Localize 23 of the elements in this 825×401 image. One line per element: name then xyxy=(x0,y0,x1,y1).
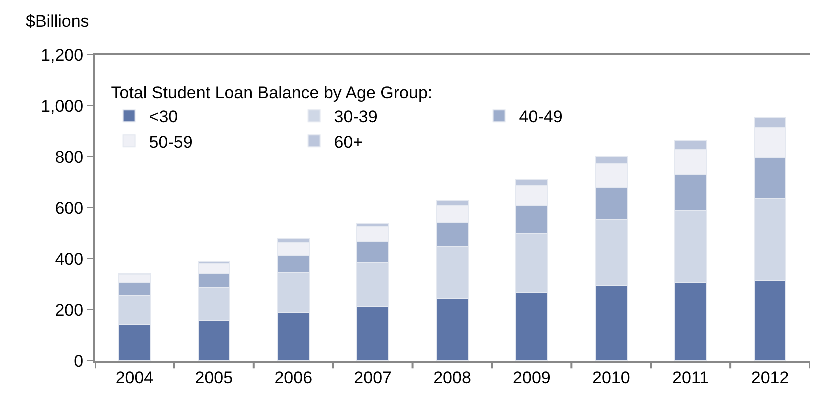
legend-label: 60+ xyxy=(334,132,364,152)
x-tick-label: 2005 xyxy=(195,368,234,388)
y-tick-label: 1,200 xyxy=(41,46,84,65)
x-tick-label: 2006 xyxy=(274,368,313,388)
legend-label: 30-39 xyxy=(334,108,378,127)
legend-label: <30 xyxy=(149,108,178,127)
y-tick-label: 800 xyxy=(55,148,84,167)
y-tick-label: 200 xyxy=(55,300,84,320)
y-tick-label: 1,000 xyxy=(41,96,84,116)
legend-label: 50-59 xyxy=(149,132,193,152)
x-tick-label: 2011 xyxy=(672,368,710,388)
x-tick-label: 2012 xyxy=(751,368,790,388)
x-tick-label: 2008 xyxy=(434,368,472,388)
x-tick-label: 2009 xyxy=(513,368,551,388)
x-tick-label: 2010 xyxy=(592,368,630,388)
legend-label: 40-49 xyxy=(519,108,563,127)
y-axis-title: $Billions xyxy=(26,12,90,31)
y-tick-label: 0 xyxy=(74,352,84,371)
y-tick-label: 600 xyxy=(55,198,84,218)
legend-title: Total Student Loan Balance by Age Group: xyxy=(111,84,433,103)
y-tick-label: 400 xyxy=(55,250,84,269)
x-tick-label: 2007 xyxy=(354,368,392,388)
x-tick-label: 2004 xyxy=(116,368,154,388)
